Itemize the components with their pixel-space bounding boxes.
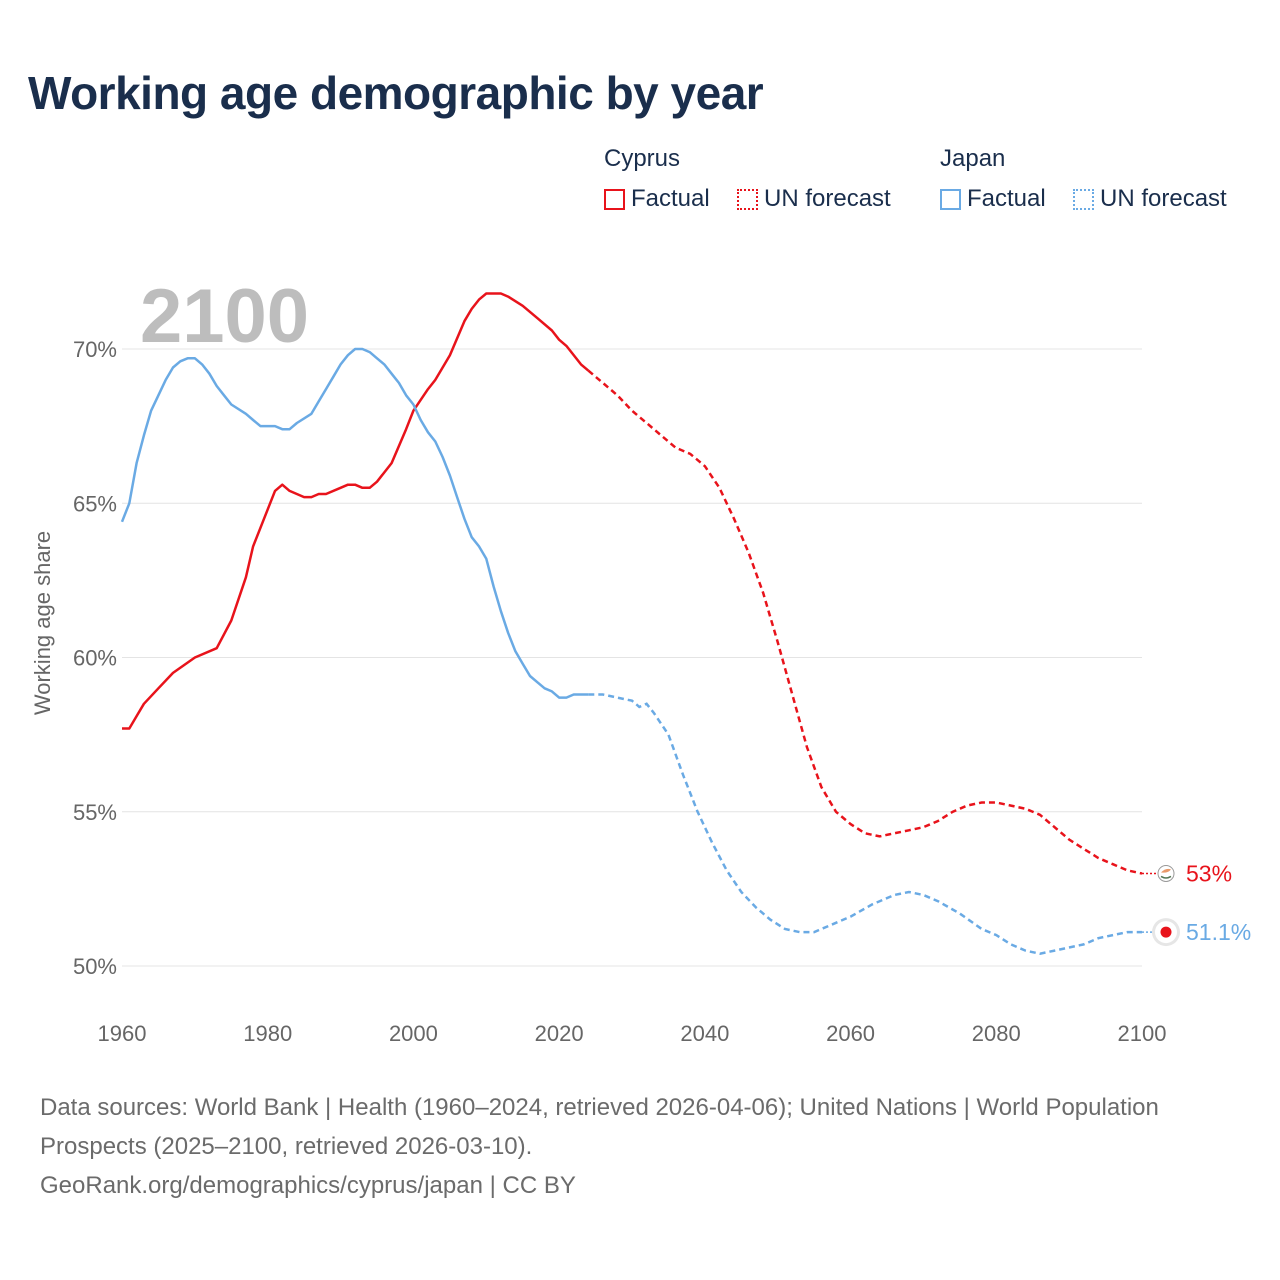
x-tick-label: 2100 (1118, 1021, 1167, 1046)
end-label-cyprus: 53% (1186, 860, 1232, 886)
y-tick-label: 50% (73, 954, 117, 979)
legend-group-name-japan: Japan (940, 145, 1006, 172)
series-line-cyprus-forecast[interactable] (587, 369, 1143, 875)
x-tick-label: 2020 (535, 1021, 584, 1046)
series-line-japan-factual[interactable] (120, 347, 589, 699)
y-tick-label: 60% (73, 646, 117, 671)
year-label: 2100 (140, 274, 309, 359)
legend-label: UN forecast (764, 185, 891, 212)
legend-swatch-dotted (737, 188, 758, 210)
y-axis-ticks: 50% 55% 60% 65% 70% (73, 337, 117, 979)
end-markers: 53% 51.1% (1142, 860, 1251, 947)
y-tick-label: 65% (73, 491, 117, 516)
y-tick-label: 55% (73, 800, 117, 825)
legend-label: Factual (631, 185, 710, 212)
x-tick-label: 1980 (243, 1021, 292, 1046)
legend-cyprus-forecast[interactable]: UN forecast (737, 185, 891, 213)
legend-swatch-solid (940, 188, 961, 210)
x-tick-label: 2040 (680, 1021, 729, 1046)
x-tick-label: 2000 (389, 1021, 438, 1046)
legend-cyprus-factual[interactable]: Factual (604, 185, 710, 213)
footer-attribution[interactable]: GeoRank.org/demographics/cyprus/japan | … (40, 1172, 576, 1199)
series-line-japan-forecast[interactable] (588, 693, 1142, 955)
legend-japan-factual[interactable]: Factual (940, 185, 1046, 213)
legend-label: UN forecast (1100, 185, 1227, 212)
end-label-japan: 51.1% (1186, 919, 1251, 945)
x-tick-label: 2080 (972, 1021, 1021, 1046)
legend-label: Factual (967, 185, 1046, 212)
japan-flag-disc (1160, 926, 1172, 938)
cyprus-olive-branch (1160, 875, 1172, 879)
chart-title: Working age demographic by year (28, 67, 764, 119)
legend-swatch-dotted (1073, 188, 1094, 210)
series-line-cyprus-factual[interactable] (122, 292, 590, 730)
cyprus-island-shape (1161, 868, 1171, 873)
x-axis-ticks: 1960 1980 2000 2020 2040 2060 2080 2100 (98, 1021, 1167, 1046)
x-tick-label: 2060 (826, 1021, 875, 1046)
cyprus-flag-icon (1157, 864, 1175, 882)
x-tick-label: 1960 (98, 1021, 147, 1046)
grid-lines (122, 348, 1142, 967)
line-chart: 2100 50% 55% 60% 65% 70% 1960 1980 2000 2020 204… (30, 274, 1251, 1046)
y-tick-label: 70% (73, 337, 117, 362)
footer: Data sources: World Bank | Health (1960–… (40, 1088, 1240, 1205)
series-lines (120, 292, 1143, 955)
legend-swatch-solid (604, 188, 625, 210)
legend-japan-forecast[interactable]: UN forecast (1073, 185, 1227, 213)
legend-group-name-cyprus: Cyprus (604, 145, 681, 172)
footer-sources: Data sources: World Bank | Health (1960–… (40, 1094, 1159, 1160)
y-axis-label: Working age share (30, 531, 55, 715)
